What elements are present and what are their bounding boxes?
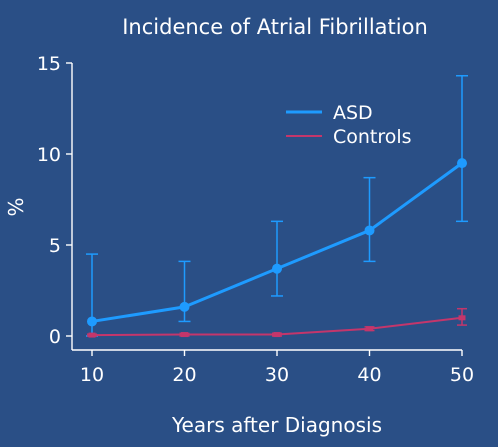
legend-label: Controls — [333, 126, 412, 148]
y-tick-label: 5 — [49, 235, 61, 257]
x-tick-label: 30 — [265, 364, 289, 386]
data-point — [458, 315, 466, 321]
data-point — [364, 225, 375, 236]
chart-title: Incidence of Atrial Fibrillation — [122, 15, 428, 39]
series-layer — [86, 74, 468, 338]
x-tick-label: 10 — [80, 364, 104, 386]
data-point — [179, 301, 190, 312]
legend-label: ASD — [333, 102, 373, 124]
y-tick-label: 10 — [37, 144, 61, 166]
data-point — [366, 326, 373, 332]
x-tick-label: 20 — [172, 364, 196, 386]
data-point — [457, 158, 467, 169]
y-tick-label: 15 — [37, 53, 61, 75]
y-axis-label: % — [3, 197, 27, 216]
data-point — [181, 332, 188, 338]
x-axis-label: Years after Diagnosis — [171, 413, 382, 437]
x-tick-label: 50 — [450, 364, 474, 386]
y-tick-label: 0 — [49, 326, 61, 348]
x-tick-label: 40 — [357, 364, 381, 386]
data-point — [272, 263, 282, 274]
series-controls — [87, 307, 467, 338]
data-point — [88, 332, 96, 338]
data-point — [273, 332, 281, 338]
data-point — [87, 316, 97, 327]
series-asd — [86, 74, 468, 337]
axes: 0 5 10 15 10 20 30 40 50 — [37, 53, 474, 386]
